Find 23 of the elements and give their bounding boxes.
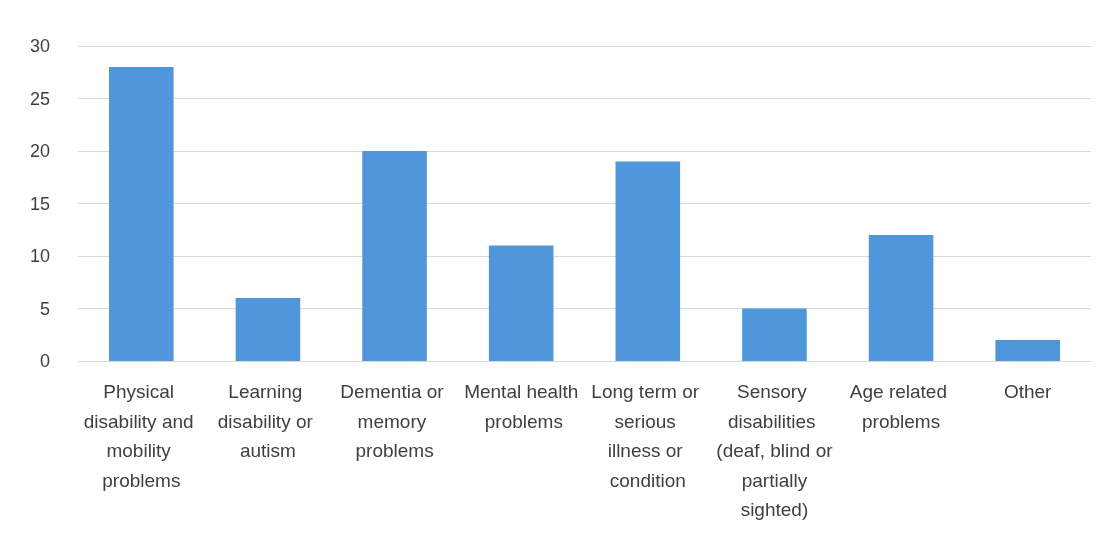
y-tick-label: 20 [29, 141, 50, 161]
x-tick-label: Physical disability and mobility problems [83, 381, 199, 491]
x-tick-label: Age related problems [849, 381, 953, 432]
x-tick-label: Learning disability or autism [217, 381, 319, 462]
y-tick-label: 0 [39, 351, 50, 371]
bar [615, 161, 681, 361]
bar [109, 67, 174, 361]
bar [235, 298, 301, 361]
x-tick-label: Long term or serious illness or condition [591, 381, 705, 491]
x-tick-label: Mental health problems [464, 381, 579, 432]
y-tick-label: 30 [29, 36, 50, 56]
x-tick-label: Dementia or memory problems [340, 381, 449, 462]
y-tick-label: 25 [29, 88, 50, 109]
bar [362, 151, 427, 361]
y-tick-label: 15 [29, 193, 50, 214]
bar [995, 340, 1060, 361]
x-tick-label: Sensory disabilities (deaf, blind or partially sighted) [716, 381, 834, 521]
y-tick-label: 5 [39, 298, 50, 319]
x-tick-label: Other [1003, 381, 1053, 403]
bar [742, 308, 807, 361]
bar [488, 245, 554, 361]
y-tick-label: 10 [29, 246, 50, 266]
bar [868, 235, 934, 361]
